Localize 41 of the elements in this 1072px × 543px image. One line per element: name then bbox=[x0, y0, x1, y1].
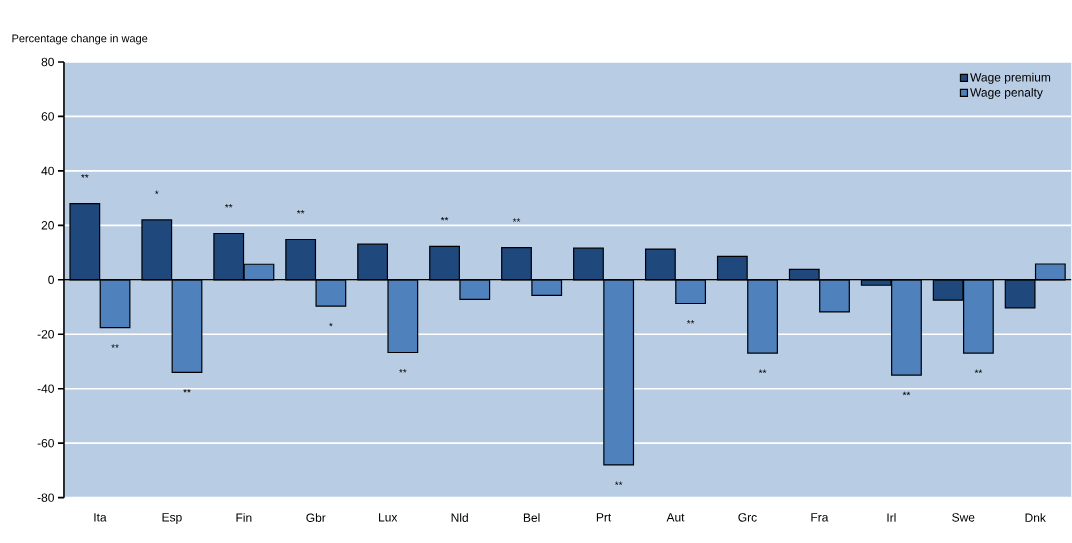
x-tick-label: Ita bbox=[94, 513, 107, 522]
data-label: ** bbox=[399, 369, 407, 373]
x-tick-label: Aut bbox=[666, 513, 685, 522]
y-tick-label: 40 bbox=[41, 166, 54, 176]
x-tick-label: Gbr bbox=[306, 513, 326, 523]
x-tick-label: Dnk bbox=[1025, 513, 1046, 523]
data-label: ** bbox=[296, 210, 305, 214]
x-tick-label: Fin bbox=[236, 513, 252, 523]
x-tick-label: Esp bbox=[162, 513, 182, 525]
data-label: ** bbox=[81, 174, 89, 178]
legend-label: Wage penalty bbox=[970, 88, 1043, 100]
data-label: ** bbox=[614, 481, 623, 486]
data-label: ** bbox=[183, 389, 191, 393]
y-tick-label: -20 bbox=[37, 330, 54, 339]
x-tick-label: Fra bbox=[811, 513, 829, 522]
y-tick-label: -60 bbox=[37, 439, 54, 448]
y-tick-label: -80 bbox=[37, 493, 54, 503]
data-label: ** bbox=[686, 320, 695, 324]
y-tick-label: 60 bbox=[41, 112, 54, 121]
data-label: ** bbox=[902, 391, 911, 396]
data-label: ** bbox=[512, 218, 521, 222]
y-axis-title: Percentage change in wage bbox=[12, 34, 148, 45]
data-label: * bbox=[329, 322, 333, 327]
x-tick-label: Grc bbox=[738, 513, 757, 522]
y-tick-label: 0 bbox=[48, 275, 54, 285]
x-tick-label: Swe bbox=[952, 513, 975, 522]
data-label: ** bbox=[224, 204, 233, 208]
data-label: ** bbox=[111, 344, 119, 348]
data-label: ** bbox=[758, 369, 767, 374]
x-tick-label: Lux bbox=[379, 513, 398, 522]
y-tick-label: 20 bbox=[41, 221, 54, 230]
y-tick-label: 80 bbox=[41, 57, 54, 67]
x-tick-label: Bel bbox=[523, 513, 540, 523]
data-label: * bbox=[154, 190, 159, 195]
x-tick-label: Nld bbox=[451, 513, 468, 523]
x-tick-label: Irl bbox=[887, 513, 896, 523]
y-tick-label: -40 bbox=[37, 384, 54, 394]
data-label: ** bbox=[440, 217, 449, 221]
legend-label: Wage premium bbox=[970, 72, 1051, 85]
data-label: ** bbox=[974, 369, 983, 374]
x-tick-label: Prt bbox=[596, 513, 612, 522]
